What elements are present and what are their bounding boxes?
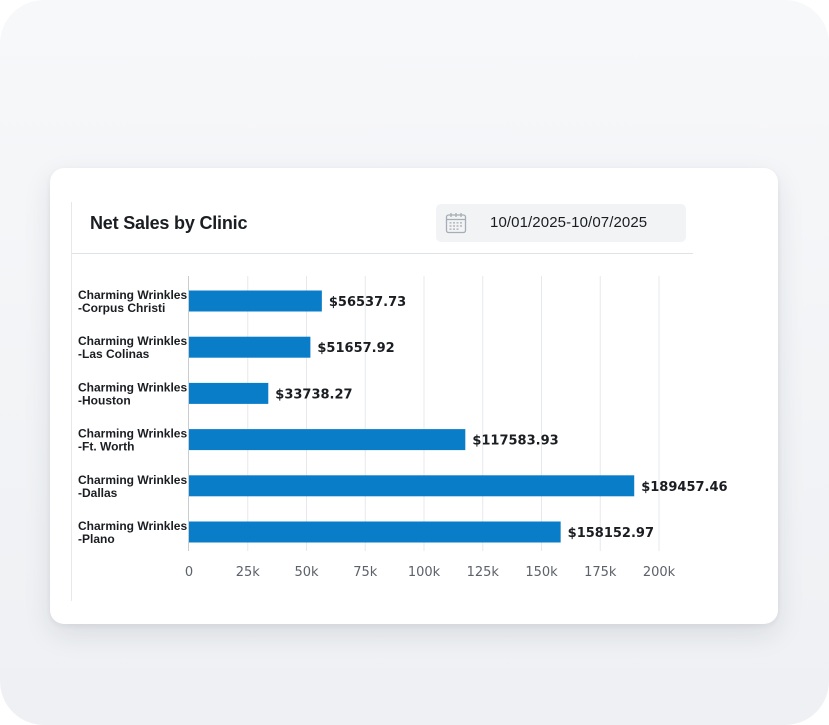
category-label-line: Charming Wrinkles [78,380,187,394]
x-tick-label: 25k [236,565,261,580]
data-label: $189457.46 [641,480,727,495]
category-label-line: Charming Wrinkles [78,427,187,441]
category-label-line: Charming Wrinkles [78,473,187,487]
category-label-line: -Ft. Worth [78,440,134,454]
x-tick-label: 200k [643,565,676,580]
data-label: $33738.27 [275,387,352,402]
x-tick-label: 125k [467,565,500,580]
bar [189,336,311,358]
category-label-line: Charming Wrinkles [78,334,187,348]
data-label: $117583.93 [472,434,558,449]
chart-title: Net Sales by Clinic [90,213,248,233]
bar [189,429,466,451]
category-label: Charming Wrinkles -Plano [78,519,187,546]
card-left-rule [71,202,72,601]
data-label: $56537.73 [329,295,406,310]
bar-chart: 0 25k 50k 75k 100k 125k 150k 175k 200k Charming W… [78,276,728,580]
category-label-line: Charming Wrinkles [78,519,187,533]
category-label-line: -Dallas [78,486,118,500]
category-label-line: -Las Colinas [78,347,150,361]
data-label: $51657.92 [317,341,394,356]
category-label: Charming Wrinkles -Ft. Worth [78,427,187,454]
calendar-icon [445,213,467,234]
x-tick-label: 175k [584,565,617,580]
x-tick-label: 100k [408,565,441,580]
bar [189,475,635,497]
category-label-line: -Corpus Christi [78,301,165,315]
category-label-line: -Plano [78,532,115,546]
category-label: Charming Wrinkles -Dallas [78,473,187,500]
bar [189,521,561,543]
x-tick-label: 150k [525,565,558,580]
header-divider [72,253,693,254]
x-tick-label: 50k [294,565,319,580]
category-label: Charming Wrinkles -Las Colinas [78,334,187,361]
bar [189,382,269,404]
date-range-value: 10/01/2025-10/07/2025 [490,214,648,231]
category-label: Charming Wrinkles -Houston [78,380,187,407]
bar [189,290,322,312]
x-tick-label: 0 [185,565,193,580]
category-label-line: Charming Wrinkles [78,288,187,302]
date-range-picker[interactable]: 10/01/2025-10/07/2025 [436,204,686,242]
category-label-line: -Houston [78,393,131,407]
chart-card: Net Sales by Clinic [50,168,778,624]
x-tick-label: 75k [353,565,378,580]
category-label: Charming Wrinkles -Corpus Christi [78,288,187,315]
data-label: $158152.97 [568,526,654,541]
